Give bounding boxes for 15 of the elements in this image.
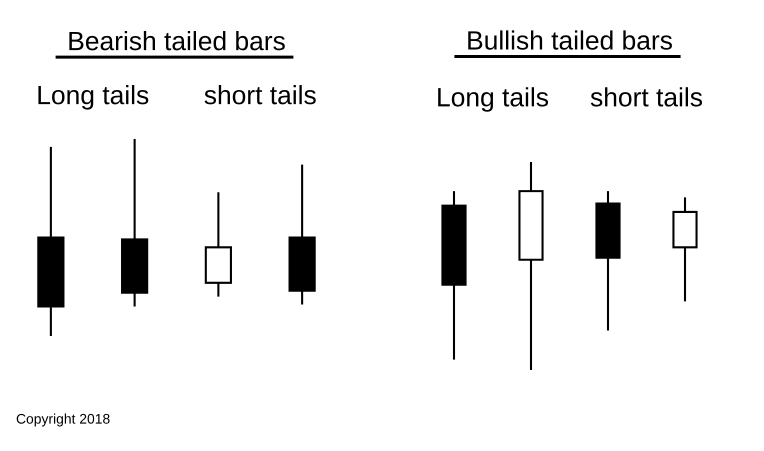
candlestick xyxy=(518,160,544,372)
text: Long tails xyxy=(38,85,148,110)
chart-title: Bullish tailed bars xyxy=(468,30,672,50)
chart-title: Bearish tailed bars xyxy=(69,30,285,50)
candlestick xyxy=(204,191,232,298)
text: short tails xyxy=(204,85,316,104)
candlestick xyxy=(441,190,467,361)
text: Copyright 2018 xyxy=(16,414,110,426)
candlestick xyxy=(37,146,64,338)
candlestick xyxy=(288,164,316,306)
candlestick xyxy=(595,190,621,332)
text: short tails xyxy=(590,87,702,107)
candlestick xyxy=(672,196,698,302)
candlestick xyxy=(121,138,148,308)
text: Long tails xyxy=(438,87,548,112)
